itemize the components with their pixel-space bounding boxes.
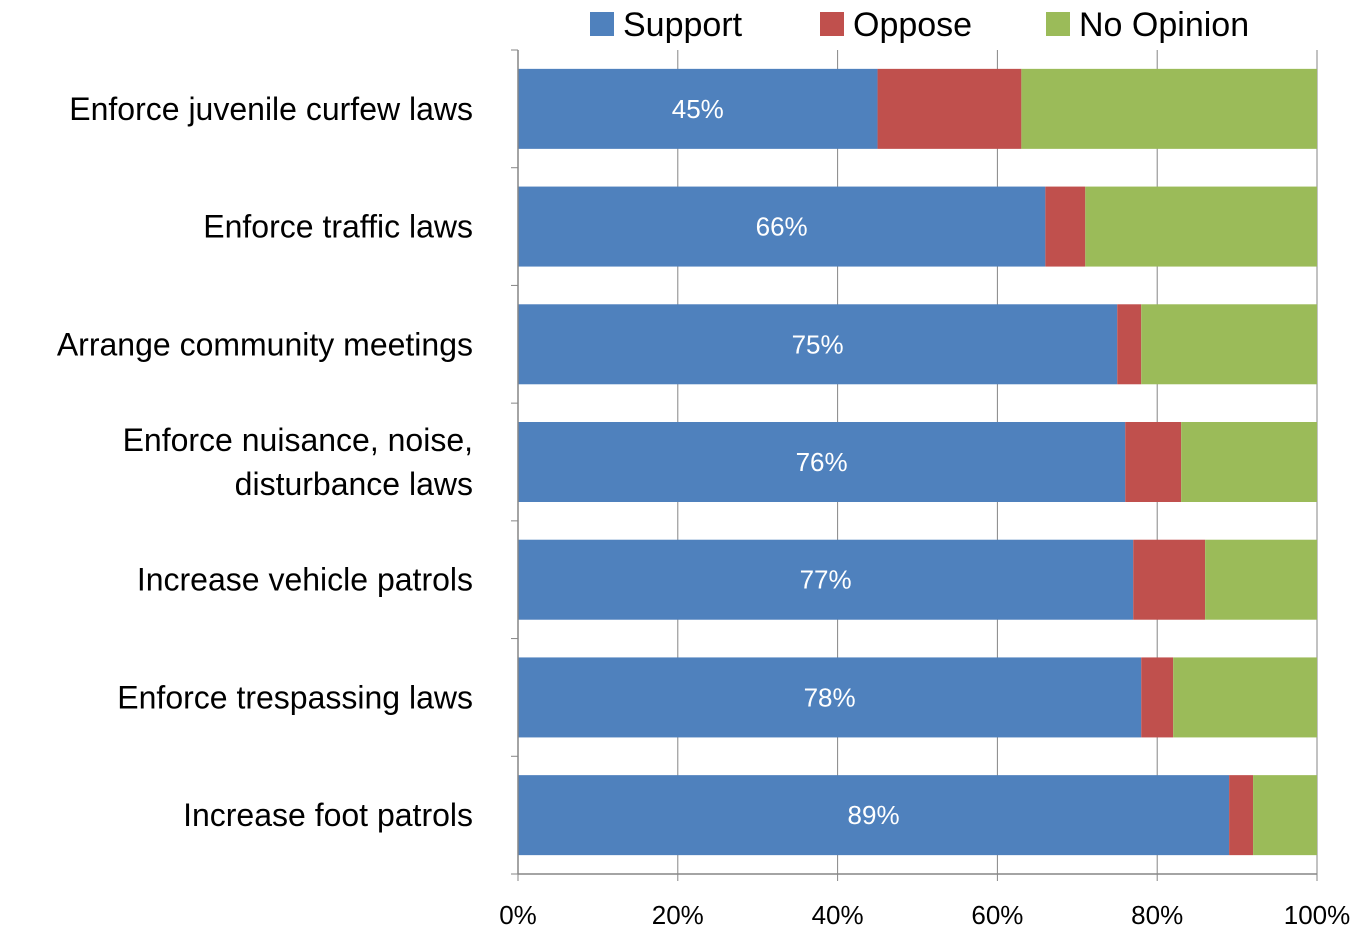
x-tick-label: 100%: [1284, 900, 1351, 926]
data-label-support: 78%: [804, 682, 856, 712]
bar-no-opinion: [1181, 422, 1317, 502]
bar-no-opinion: [1021, 68, 1317, 149]
bar-support: [518, 775, 1230, 856]
category-label: Enforce traffic laws: [203, 209, 473, 245]
bar-support: [518, 186, 1046, 267]
bar-no-opinion: [1141, 304, 1317, 385]
legend-swatch-oppose: [820, 12, 844, 36]
x-tick-label: 40%: [812, 900, 864, 926]
legend-label-oppose: Oppose: [853, 6, 972, 44]
category-label: Arrange community meetings: [57, 326, 473, 362]
data-label-support: 77%: [800, 565, 852, 595]
x-tick-label: 60%: [971, 900, 1023, 926]
bar-oppose: [1125, 422, 1182, 502]
labels: 0% 20% 40% 60% 80% 100% 45% Enforce juvenile cu…: [57, 91, 1351, 930]
x-tick-label: 0%: [499, 900, 537, 926]
bar-oppose: [1117, 304, 1142, 385]
category-label: Increase vehicle patrols: [137, 562, 473, 598]
bar-oppose: [877, 68, 1022, 149]
bar-oppose: [1229, 775, 1254, 856]
bar-support: [518, 539, 1134, 620]
data-label-support: 45%: [672, 94, 724, 124]
data-label-support: 89%: [848, 800, 900, 830]
bar-support: [518, 68, 878, 149]
category-label: Enforce trespassing laws: [117, 679, 473, 715]
legend-swatch-no-opinion: [1046, 12, 1070, 36]
legend-swatch-support: [590, 12, 614, 36]
category-label: Enforce nuisance, noise, disturbance laws: [123, 422, 473, 502]
bar-no-opinion: [1173, 657, 1317, 738]
axes: [511, 49, 1318, 881]
bar-no-opinion: [1205, 539, 1317, 620]
data-label-support: 66%: [756, 212, 808, 242]
category-label: Increase foot patrols: [183, 797, 473, 833]
legend-label-no-opinion: No Opinion: [1079, 6, 1249, 44]
bar-oppose: [1133, 539, 1206, 620]
legend: Support Oppose No Opinion: [590, 6, 1249, 44]
bar-support: [518, 422, 1126, 502]
x-tick-label: 80%: [1131, 900, 1183, 926]
bar-no-opinion: [1085, 186, 1317, 267]
data-label-support: 75%: [792, 329, 844, 359]
category-label: Enforce juvenile curfew laws: [69, 91, 473, 127]
bar-support: [518, 304, 1118, 385]
bars: [518, 68, 1317, 856]
bar-oppose: [1141, 657, 1174, 738]
data-label-support: 76%: [796, 447, 848, 477]
x-tick-label: 20%: [652, 900, 704, 926]
bar-no-opinion: [1253, 775, 1317, 856]
bar-support: [518, 657, 1142, 738]
bar-oppose: [1045, 186, 1086, 267]
legend-label-support: Support: [623, 6, 743, 44]
